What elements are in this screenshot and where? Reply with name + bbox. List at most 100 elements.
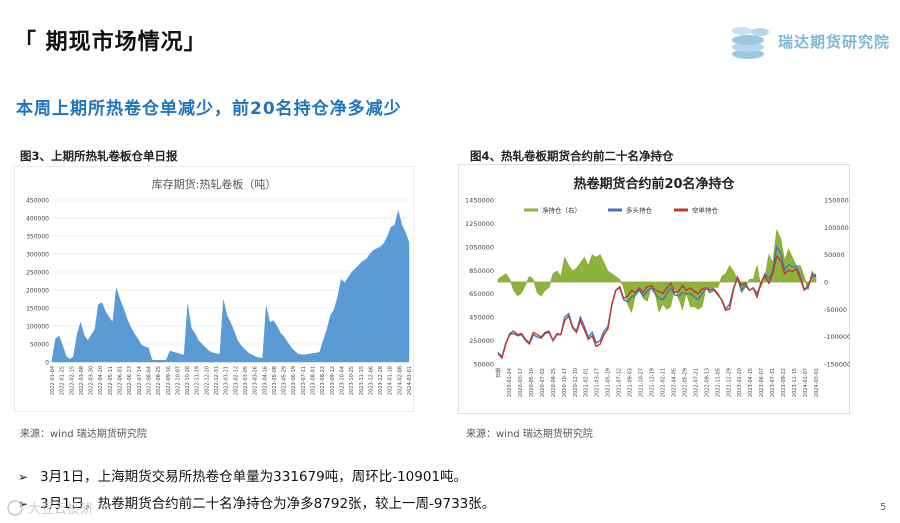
chart-2-x-tick-label: 2020-10-17 [562,368,568,397]
chart-2-x-tick-label: 2023-09-22 [781,368,787,397]
chart-1-x-tick-label: 2023-10-25 [349,366,355,395]
chart-1-y-tick-label: 400000 [26,216,49,223]
chart-2-x-tick-label: 2023-04-15 [748,368,754,397]
chart-1-x-tick-label: 2023-06-19 [291,366,297,395]
chart-2-x-tick-label: 2021-07-12 [617,368,623,397]
chart-1-x-tick-label: 2022-12-10 [204,366,210,395]
chart-1-x-tick-label: 2023-08-01 [311,366,317,395]
watermark: 大豆云投研 [4,497,144,519]
chart-1-x-tick-label: 2023-08-22 [320,366,326,395]
chart-1-x-tick-label: 2022-10-28 [185,366,191,395]
warehouse-receipt-chart: 库存期货:热轧卷板（吨） 0 50000 100000 150000 200000 250… [13,165,415,413]
chart-2-short-position-series [497,254,816,360]
chart-1-x-tick-label: 2023-02-12 [233,366,239,395]
watermark-text: 大豆云投研 [28,501,93,517]
chart-2-x-tick-label: 2020-05-10 [529,368,535,397]
chart-1-x-tick-label: 2022-06-23 [127,366,133,395]
figure-3-source: 来源：wind 瑞达期货研究院 [20,429,147,440]
chart-1-x-tick-label: 2022-09-16 [166,366,172,395]
chart-1-x-tick-label: 2023-07-11 [301,366,307,395]
bullet-item-net-position: ➢ 3月1日，热卷期货合约前二十名净持仓为净多8792张，较上一周-9733张。 [18,492,495,512]
chart-2-y-right-tick-label: 0 [824,279,828,287]
chart-1-x-tick-label: 2023-05-08 [272,366,278,395]
figure-3-caption: 图3、上期所热轧卷板仓单日报 [20,149,178,163]
chart-1-x-tick-label: 2022-08-25 [156,366,162,395]
chart-1-x-tick-label: 2024-03-01 [407,366,413,395]
chart-2-x-tick-label: 2022-11-05 [715,368,721,397]
figure-4-caption: 图4、热轧卷板期货合约前二十名净持仓 [470,149,674,163]
chart-1-x-tick-label: 2022-05-11 [108,366,114,395]
chart-2-y-left-tick-label: 250000 [469,337,494,345]
chart-2-x-tick-label: 2022-07-21 [693,368,699,397]
chart-2-x-tick-label: 2021-05-19 [606,368,612,397]
chart-2-x-tick-label: 2020-01-24 [507,368,513,397]
chart-1-y-tick-label: 150000 [26,306,49,313]
chart-2-x-tick-label: 2022-04-05 [671,368,677,397]
chart-1-x-tick-label: 2023-05-29 [282,366,288,395]
chart-2-y-right-tick-label: 100000 [824,224,849,232]
watermark-svg: 大豆云投研 [7,500,93,517]
chart-1-x-tick-label: 2022-01-25 [60,366,66,395]
chart-1-x-tick-label: 2023-03-26 [253,366,259,395]
logo-text: 瑞达期货研究院 [778,33,891,51]
net-position-chart-svg: 热卷期货合约前20名净持仓 净持仓（右） 多头持仓 空单持仓 50000 250000… [457,163,851,415]
chart-1-area-series [51,210,410,363]
page-number: 5 [880,502,887,513]
chart-2-y-left-tick-label: 1250000 [465,220,494,228]
chart-1-title: 库存期货:热轧卷板（吨） [152,177,277,191]
page-title: 「 期现市场情况」 [14,30,207,55]
chart-1-x-tick-label: 2022-08-04 [146,366,152,395]
chart-1-x-tick-label: 2022-06-01 [118,366,124,395]
warehouse-receipt-chart-svg: 库存期货:热轧卷板（吨） 0 50000 100000 150000 200000 250… [13,165,415,413]
chart-2-legend-label: 多头持仓 [626,206,653,215]
chart-1-y-tick-label: 300000 [26,252,49,259]
chart-2-x-tick-label: 2020-07-02 [540,368,546,397]
chart-1-x-tick-label: 2022-03-08 [79,366,85,395]
chart-2-y-left-tick-label: 50000 [473,361,494,369]
chart-2-x-tick-label: 2020-03-17 [518,368,524,397]
chart-2-x-tick-label: 2023-06-07 [759,368,765,397]
bullet-arrow-icon: ➢ [18,497,29,511]
bullet-text: 3月1日，热卷期货合约前二十名净持仓为净多8792张，较上一周-9733张。 [40,496,496,512]
chart-1-x-tick-label: 2023-03-05 [243,366,249,395]
chart-2-x-tick-label: 2021-12-19 [650,368,656,397]
chart-1-x-tick-label: 2022-10-07 [175,366,181,395]
chart-1-y-tick-label: 350000 [26,234,49,241]
chart-2-x-tick-label: 2021-02-01 [584,368,590,397]
chart-2-y-right-tick-label: -100000 [824,333,850,341]
chart-1-y-tick-label: 450000 [26,198,49,205]
chart-1-x-tick-label: 2024-02-08 [397,366,403,395]
chart-2-legend-label: 净持仓（右） [542,206,581,215]
chart-1-x-tick-label: 2022-02-15 [69,366,75,395]
chart-1-x-tick-label: 2023-11-15 [359,366,365,395]
coins-logo-icon [732,27,769,59]
chart-2-x-tick-label: 2021-03-27 [595,368,601,397]
chart-1-y-tick-label: 250000 [26,270,49,277]
chart-1-x-tick-label: 2022-01-04 [50,366,56,395]
chart-1-x-tick-label: 2022-11-19 [195,366,201,395]
chart-2-x-tick-label: 2023-11-15 [792,368,798,397]
chart-1-x-tick-label: 2022-07-14 [137,366,143,395]
chart-1-x-tick-label: 2023-12-28 [378,366,384,395]
chart-2-y-right-tick-label: -150000 [824,361,850,369]
chart-1-y-tick-label: 50000 [30,342,49,349]
logo [722,20,892,64]
chart-1-x-tick-label: 2023-09-12 [330,366,336,395]
chart-2-x-tick-label: 2020-12-10 [573,368,579,397]
chart-2-x-tick-label: 2022-02-11 [660,368,666,397]
chart-1-x-tick-label: 2023-12-06 [368,366,374,395]
net-position-chart: 热卷期货合约前20名净持仓 净持仓（右） 多头持仓 空单持仓 50000 250000… [457,163,851,415]
headline: 本周上期所热卷仓单减少，前20名持仓净多减少 [16,99,402,119]
chart-2-x-tick-label: 2024-01-07 [803,368,809,397]
figure-4-source: 来源：wind 瑞达期货研究院 [466,429,593,440]
bullet-item-receipts: ➢ 3月1日，上海期货交易所热卷仓单量为331679吨，周环比-10901吨。 [18,465,467,485]
chart-2-x-tick-label: 日期 [496,368,502,378]
chart-2-y-left-tick-label: 850000 [469,267,494,275]
chart-2-x-tick-label: 2021-10-27 [639,368,645,397]
chart-2-x-tick-label: 2021-09-03 [628,368,634,397]
chart-2-title: 热卷期货合约前20名净持仓 [573,176,735,192]
chart-1-x-tick-label: 2024-01-18 [388,366,394,395]
chart-1-x-tick-label: 2022-04-20 [98,366,104,395]
chart-1-x-tick-label: 2023-04-16 [262,366,268,395]
chart-1-x-tick-label: 2022-03-30 [89,366,95,395]
